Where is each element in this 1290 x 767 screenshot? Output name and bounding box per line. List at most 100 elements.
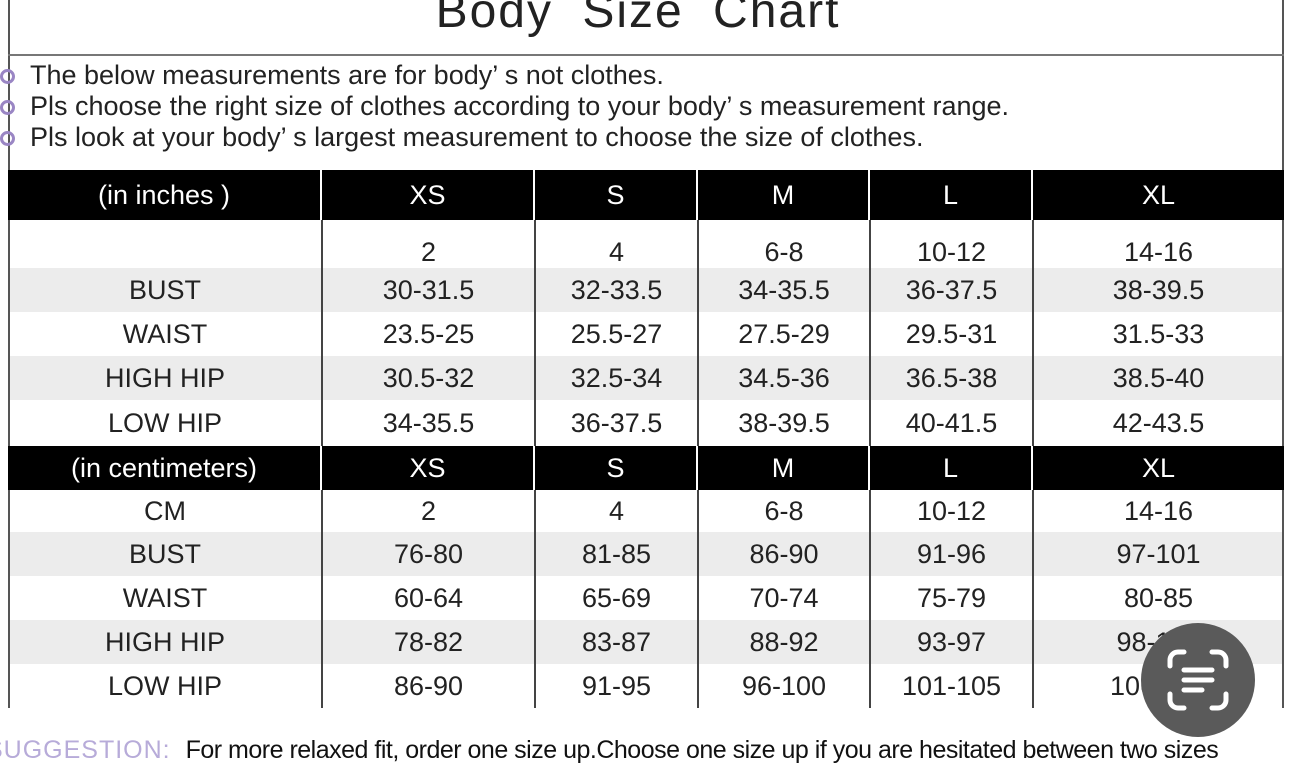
size-cell: 31.5-33 <box>1112 318 1205 349</box>
size-cell: 81-85 <box>581 538 652 569</box>
header-cell: XL <box>1033 446 1284 490</box>
size-cell: 34.5-36 <box>738 362 830 393</box>
row-label: LOW HIP <box>107 670 222 701</box>
size-cell: 32.5-34 <box>570 362 663 393</box>
header-cell: (in centimeters) <box>8 446 322 490</box>
size-cell: 88-92 <box>749 626 819 657</box>
size-cell: 10-12 <box>916 495 987 526</box>
row-bg <box>10 356 1282 400</box>
size-cell: 10-12 <box>916 236 987 267</box>
size-cell: 80-85 <box>1123 582 1194 613</box>
size-cell: 4 <box>608 236 625 267</box>
header-cell: L <box>870 446 1033 490</box>
size-cell: 60-64 <box>393 582 464 613</box>
size-cell: 32-33.5 <box>570 274 663 305</box>
size-cell: 96-100 <box>741 670 827 701</box>
size-cell: 36-37.5 <box>570 407 663 438</box>
size-cell: 30.5-32 <box>382 362 475 393</box>
row-bg <box>10 532 1282 576</box>
size-cell: 14-16 <box>1123 495 1194 526</box>
column-rule <box>534 490 536 708</box>
row-bg <box>10 220 1282 268</box>
size-cell: 91-95 <box>581 670 652 701</box>
title-rule <box>8 54 1284 56</box>
title: Body Size Chart <box>435 0 841 38</box>
size-cell: 6-8 <box>764 495 804 526</box>
suggestion: SUGGESTION: For more relaxed fit, order … <box>0 736 1219 765</box>
size-cell: 14-16 <box>1123 236 1194 267</box>
note: Pls look at your body’ s largest measure… <box>0 122 923 153</box>
column-rule <box>321 490 323 708</box>
row-label: BUST <box>128 274 201 305</box>
header-cell: S <box>535 170 698 220</box>
size-cell: 75-79 <box>916 582 987 613</box>
size-cell: 38.5-40 <box>1112 362 1205 393</box>
size-cell: 70-74 <box>749 582 819 613</box>
suggestion-text: For more relaxed fit, order one size up.… <box>185 736 1219 764</box>
note: The below measurements are for body’ s n… <box>0 60 664 91</box>
row-bg <box>10 268 1282 312</box>
column-rule <box>869 220 871 446</box>
size-cell: 34-35.5 <box>382 407 475 438</box>
column-rule <box>321 220 323 446</box>
row-bg <box>10 620 1282 664</box>
column-rule <box>534 220 536 446</box>
row-label: HIGH HIP <box>104 626 225 657</box>
size-cell: 36-37.5 <box>905 274 998 305</box>
size-cell: 25.5-27 <box>570 318 663 349</box>
size-cell: 38-39.5 <box>1112 274 1205 305</box>
size-cell: 34-35.5 <box>738 274 830 305</box>
header-cell: XL <box>1033 170 1284 220</box>
row-label: WAIST <box>122 318 208 349</box>
row-bg <box>10 664 1282 708</box>
suggestion-label: SUGGESTION: <box>0 736 171 764</box>
size-cell: 91-96 <box>916 538 987 569</box>
size-cell: 78-82 <box>393 626 464 657</box>
bullet <box>0 69 15 84</box>
header-cell: S <box>535 446 698 490</box>
bullet <box>0 131 15 146</box>
size-cell: 2 <box>420 495 437 526</box>
row-bg <box>10 312 1282 356</box>
header-cell: M <box>698 170 870 220</box>
scan-text-button[interactable] <box>1140 622 1256 738</box>
size-cell: 83-87 <box>581 626 652 657</box>
size-cell: 76-80 <box>393 538 464 569</box>
size-cell: 101-105 <box>901 670 1002 701</box>
header-cell: XS <box>322 446 535 490</box>
size-cell: 27.5-29 <box>738 318 830 349</box>
column-rule <box>1032 490 1034 708</box>
size-cell: 23.5-25 <box>382 318 475 349</box>
scan-icon <box>1167 649 1229 711</box>
note: Pls choose the right size of clothes acc… <box>0 91 1009 122</box>
bullet <box>0 100 15 115</box>
row-label: WAIST <box>122 582 208 613</box>
row-label: CM <box>144 495 186 526</box>
row-label: LOW HIP <box>107 407 222 438</box>
column-rule <box>1032 220 1034 446</box>
size-cell: 65-69 <box>581 582 652 613</box>
header-cell: (in inches ) <box>8 170 322 220</box>
header-cell: XS <box>322 170 535 220</box>
size-cell: 86-90 <box>393 670 464 701</box>
size-cell: 4 <box>608 495 625 526</box>
column-rule <box>869 490 871 708</box>
size-cell: 86-90 <box>749 538 819 569</box>
size-cell: 93-97 <box>916 626 987 657</box>
header-cell: M <box>698 446 870 490</box>
row-label: BUST <box>128 538 201 569</box>
size-cell: 6-8 <box>764 236 804 267</box>
row-bg <box>10 490 1282 532</box>
size-cell: 42-43.5 <box>1112 407 1205 438</box>
size-cell: 38-39.5 <box>738 407 830 438</box>
size-cell: 40-41.5 <box>905 407 998 438</box>
size-cell: 97-101 <box>1116 538 1201 569</box>
row-bg <box>10 400 1282 446</box>
size-cell: 29.5-31 <box>905 318 998 349</box>
column-rule <box>697 220 699 446</box>
header-cell: L <box>870 170 1033 220</box>
size-cell: 36.5-38 <box>905 362 998 393</box>
column-rule <box>697 490 699 708</box>
size-cell: 30-31.5 <box>382 274 475 305</box>
